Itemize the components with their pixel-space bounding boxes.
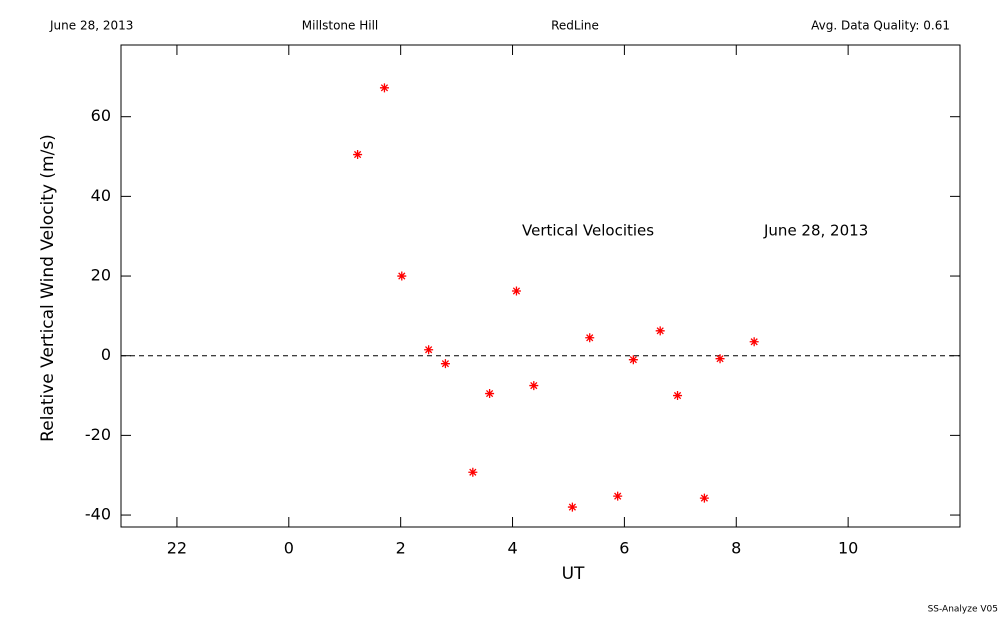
data-point xyxy=(567,502,577,512)
data-point xyxy=(655,326,665,336)
x-tick-label: 10 xyxy=(838,539,858,558)
x-tick-label: 4 xyxy=(507,539,517,558)
x-tick-label: 0 xyxy=(284,539,294,558)
y-tick-label: -40 xyxy=(85,505,111,524)
annotation: Vertical Velocities xyxy=(522,222,654,240)
data-point xyxy=(628,355,638,365)
data-point xyxy=(353,150,363,160)
header-line: RedLine xyxy=(551,19,599,33)
x-axis-label: UT xyxy=(562,564,585,584)
data-point xyxy=(468,467,478,477)
data-point xyxy=(379,83,389,93)
y-tick-label: 60 xyxy=(91,106,111,125)
footer: SS-Analyze V05 xyxy=(928,605,998,615)
data-point xyxy=(585,333,595,343)
annotation: June 28, 2013 xyxy=(763,222,868,240)
data-point xyxy=(440,359,450,369)
header-date: June 28, 2013 xyxy=(49,19,133,33)
y-tick-label: 40 xyxy=(91,186,111,205)
data-point xyxy=(397,271,407,281)
x-tick-label: 8 xyxy=(731,539,741,558)
data-point xyxy=(613,491,623,501)
data-point xyxy=(715,354,725,364)
data-point xyxy=(699,493,709,503)
x-tick-label: 2 xyxy=(396,539,406,558)
data-point xyxy=(424,345,434,355)
y-axis-label: Relative Vertical Wind Velocity (m/s) xyxy=(38,134,58,442)
data-point xyxy=(529,381,539,391)
data-point xyxy=(749,337,759,347)
x-tick-label: 22 xyxy=(167,539,187,558)
y-tick-label: 0 xyxy=(101,345,111,364)
y-tick-label: 20 xyxy=(91,266,111,285)
header-quality: Avg. Data Quality: 0.61 xyxy=(811,19,950,33)
plot-frame xyxy=(120,44,961,528)
y-tick-label: -20 xyxy=(85,425,111,444)
data-point xyxy=(673,391,683,401)
data-point xyxy=(511,286,521,296)
header-site: Millstone Hill xyxy=(302,19,378,33)
x-tick-label: 6 xyxy=(619,539,629,558)
data-point xyxy=(485,389,495,399)
